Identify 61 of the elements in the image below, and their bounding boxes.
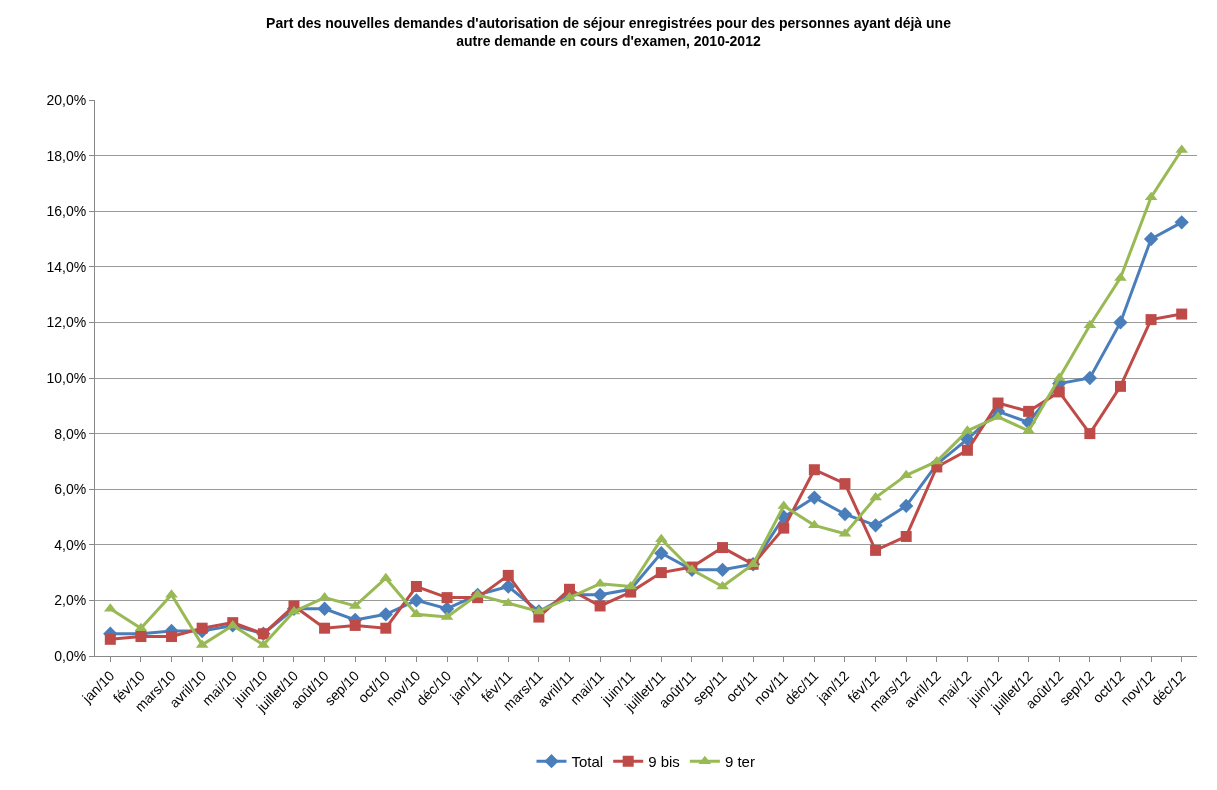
point (196, 622, 208, 634)
point (501, 579, 516, 594)
point (410, 608, 423, 618)
point (1176, 308, 1188, 320)
y-tick-label: 18,0% (46, 147, 87, 164)
legend-label: 9 bis (648, 753, 680, 771)
point (1113, 315, 1128, 330)
point (317, 601, 332, 616)
point (654, 545, 669, 561)
point (441, 592, 453, 604)
point (808, 464, 820, 476)
point (502, 569, 514, 581)
point (899, 469, 913, 479)
point (1144, 191, 1158, 201)
point (1145, 314, 1157, 326)
point (1143, 231, 1159, 247)
point (839, 478, 851, 490)
y-tick-label: 6,0% (54, 481, 87, 498)
point (868, 518, 883, 533)
point (319, 622, 331, 634)
chart-title: Part des nouvelles demandes d'autorisation de séjour enregistrées pour des personnes ayant déjà une autre demande en cours d'examen, 2010-2012 (266, 14, 952, 49)
point (717, 542, 729, 554)
point (655, 567, 667, 579)
legend-label: 9 ter (724, 753, 755, 771)
y-tick-label: 12,0% (46, 314, 87, 331)
point (349, 619, 361, 631)
y-tick-label: 14,0% (46, 258, 87, 275)
point (104, 633, 116, 645)
point (807, 490, 822, 505)
point (778, 522, 790, 534)
legend-label: Total (571, 753, 604, 771)
y-tick-label: 0,0% (54, 647, 87, 664)
point (870, 544, 882, 556)
point (563, 583, 575, 595)
point (899, 498, 914, 514)
y-tick-label: 8,0% (54, 425, 87, 442)
point (378, 607, 393, 622)
point (900, 530, 912, 542)
y-tick-label: 20,0% (46, 91, 87, 108)
point (1174, 215, 1189, 230)
point (961, 444, 973, 456)
point (594, 600, 606, 612)
point (135, 631, 147, 643)
point (380, 622, 392, 634)
point (1053, 386, 1065, 398)
point (592, 587, 608, 602)
point (1023, 405, 1035, 417)
point (715, 562, 730, 577)
point (930, 455, 944, 465)
y-tick-label: 2,0% (54, 592, 87, 609)
point (1114, 380, 1126, 392)
point (1082, 370, 1098, 386)
y-tick-label: 4,0% (54, 536, 87, 553)
point (837, 507, 853, 522)
point (1084, 428, 1096, 440)
y-tick-label: 10,0% (46, 369, 87, 386)
point (409, 593, 424, 608)
point (166, 631, 178, 643)
point (992, 397, 1004, 409)
point (410, 581, 422, 592)
y-tick-label: 16,0% (46, 203, 87, 220)
